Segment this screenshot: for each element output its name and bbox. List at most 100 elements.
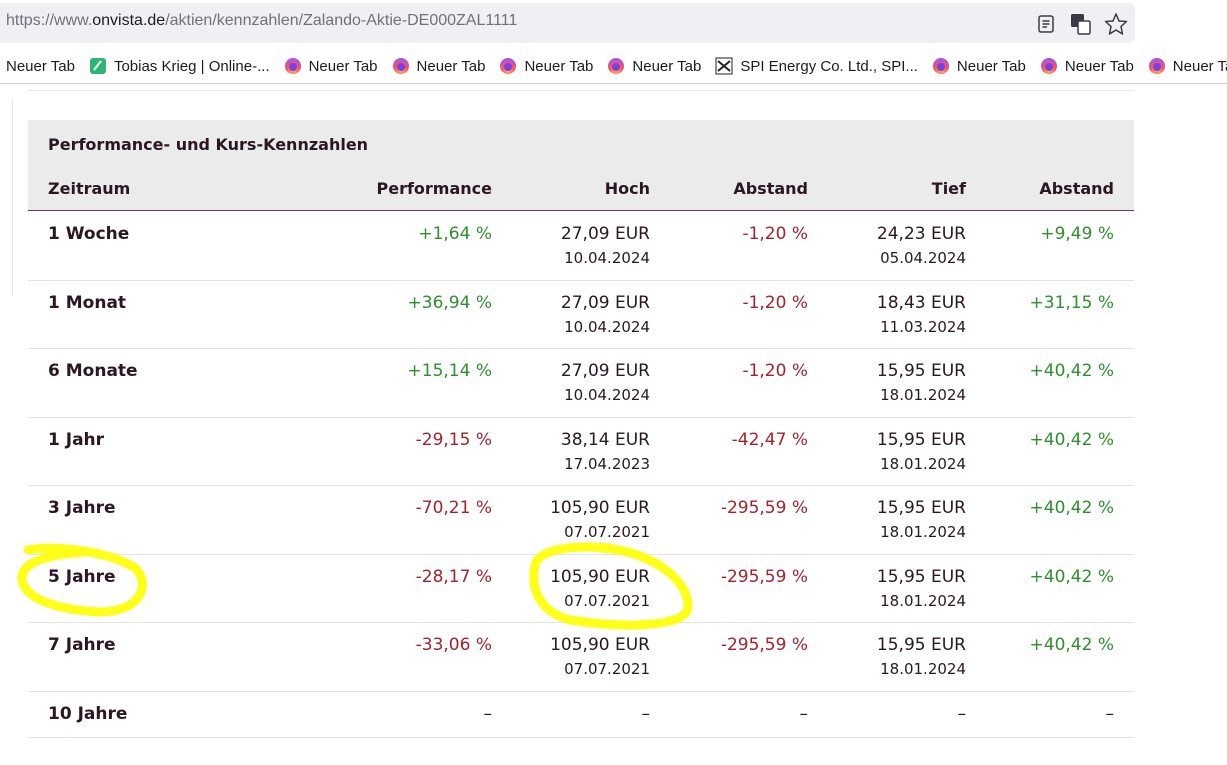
divider — [28, 90, 1134, 91]
percentage: +40,42 % — [1029, 429, 1114, 450]
bookmark-icon — [500, 58, 517, 74]
percentage: +15,14 % — [407, 361, 492, 381]
price: 105,90 EUR — [550, 566, 650, 587]
period: 1 Monat — [48, 292, 127, 313]
percentage: – — [483, 703, 493, 724]
date: 05.04.2024 — [880, 249, 966, 267]
bookmark[interactable]: Neuer Tab — [284, 57, 378, 75]
url-path: /aktien/kennzahlen/Zalando-Aktie-DE000ZA… — [165, 12, 518, 29]
percentage: +40,42 % — [1029, 635, 1114, 655]
percentage: +1,64 % — [418, 224, 492, 244]
date: 18.01.2024 — [880, 523, 966, 541]
table-row — [28, 622, 1134, 692]
bookmark[interactable]: Neuer Tab — [6, 58, 75, 75]
bookmark-star[interactable] — [1104, 13, 1128, 35]
bookmark[interactable]: Neuer Tab — [392, 57, 486, 75]
bookmark[interactable]: SPI Energy Co. Ltd., SPI... — [715, 57, 918, 75]
reader-icon[interactable] — [1038, 15, 1054, 33]
percentage: – — [799, 703, 809, 724]
bookmarks-bar: Neuer Tab Tobias Krieg | Online-... Neuer … — [0, 52, 1227, 80]
percentage: – — [1105, 703, 1115, 724]
divider — [12, 100, 13, 296]
price: 15,95 EUR — [876, 498, 966, 518]
bookmark-icon — [932, 58, 949, 74]
column-header: Tief — [931, 179, 966, 198]
percentage: -29,15 % — [415, 429, 492, 450]
date: 10.04.2024 — [564, 386, 650, 404]
table-row — [28, 280, 1134, 349]
bookmark[interactable]: Neuer Tab — [932, 57, 1026, 75]
period: 3 Jahre — [48, 498, 116, 518]
table-row — [28, 211, 1134, 281]
bookmark[interactable]: Neuer Tab — [1040, 57, 1134, 75]
date: 07.07.2021 — [564, 523, 650, 541]
percentage: +40,42 % — [1029, 498, 1114, 518]
bookmark[interactable]: Neuer Tab — [1148, 57, 1227, 75]
date: 10.04.2024 — [564, 317, 650, 336]
bookmark-label: Neuer Tab — [1064, 57, 1134, 75]
period: 6 Monate — [48, 361, 138, 381]
bookmark[interactable]: Tobias Krieg | Online-... — [89, 57, 270, 75]
price: 15,95 EUR — [876, 566, 966, 587]
bookmark-icon — [89, 58, 106, 74]
column-header: Abstand — [1039, 179, 1114, 198]
price: 27,09 EUR — [560, 292, 650, 313]
bookmark-label: Neuer Tab — [632, 57, 702, 75]
table-row — [28, 691, 1134, 738]
bookmark-label: Neuer Tab — [956, 57, 1026, 75]
bookmark-icon — [392, 58, 409, 74]
percentage: -70,21 % — [415, 498, 492, 518]
period: 10 Jahre — [48, 703, 128, 724]
period: 1 Woche — [48, 224, 130, 244]
percentage: -1,20 % — [742, 361, 808, 381]
percentage: -28,17 % — [415, 566, 492, 587]
url[interactable]: https://www.onvista.de/aktien/kennzahlen… — [6, 12, 517, 30]
percentage: -295,59 % — [720, 498, 808, 518]
period: 7 Jahre — [48, 635, 116, 655]
separator — [0, 83, 1227, 84]
bookmark-label: Neuer Tab — [416, 57, 486, 75]
date: 11.03.2024 — [880, 317, 966, 336]
percentage: +40,42 % — [1029, 361, 1114, 381]
percentage: +36,94 % — [407, 292, 492, 313]
table-row — [28, 417, 1134, 486]
bookmark-icon — [608, 58, 625, 74]
table-row — [28, 554, 1134, 623]
bookmark-label: Neuer Tab — [6, 57, 75, 75]
price: 27,09 EUR — [560, 224, 650, 244]
table-row — [28, 485, 1134, 555]
bookmark-label: Tobias Krieg | Online-... — [113, 57, 270, 75]
price: 105,90 EUR — [550, 635, 650, 655]
table-header — [28, 120, 1134, 211]
price: 18,43 EUR — [876, 292, 966, 313]
column-header: Abstand — [733, 179, 808, 198]
period: 1 Jahr — [48, 429, 105, 450]
bookmark-label: Neuer Tab — [308, 57, 378, 75]
period: 5 Jahre — [48, 566, 116, 587]
url-bar[interactable] — [0, 3, 1135, 43]
bookmark-icon — [284, 58, 301, 74]
bookmark[interactable]: Neuer Tab — [607, 57, 701, 75]
date: 10.04.2024 — [564, 249, 650, 267]
column-header: Zeitraum — [48, 179, 131, 198]
date: 18.01.2024 — [880, 660, 966, 678]
percentage: -42,47 % — [731, 429, 808, 450]
bookmark-icon — [1040, 58, 1057, 74]
percentage: -33,06 % — [415, 635, 492, 655]
table-row — [28, 348, 1134, 418]
translate-icon[interactable] — [1071, 14, 1091, 35]
price: 15,95 EUR — [876, 635, 966, 655]
percentage: +40,42 % — [1029, 566, 1114, 587]
percentage: -1,20 % — [742, 292, 808, 313]
percentage: +31,15 % — [1029, 292, 1114, 313]
column-header: Hoch — [604, 179, 650, 198]
bookmark[interactable]: Neuer Tab — [499, 57, 593, 75]
price: 38,14 EUR — [560, 429, 650, 450]
percentage: -1,20 % — [742, 224, 808, 244]
url-scheme: https://www. — [6, 12, 93, 29]
price: 27,09 EUR — [560, 361, 650, 381]
table-title: Performance- und Kurs-Kennzahlen — [48, 135, 369, 154]
price: 15,95 EUR — [876, 361, 966, 381]
percentage: +9,49 % — [1040, 224, 1114, 244]
